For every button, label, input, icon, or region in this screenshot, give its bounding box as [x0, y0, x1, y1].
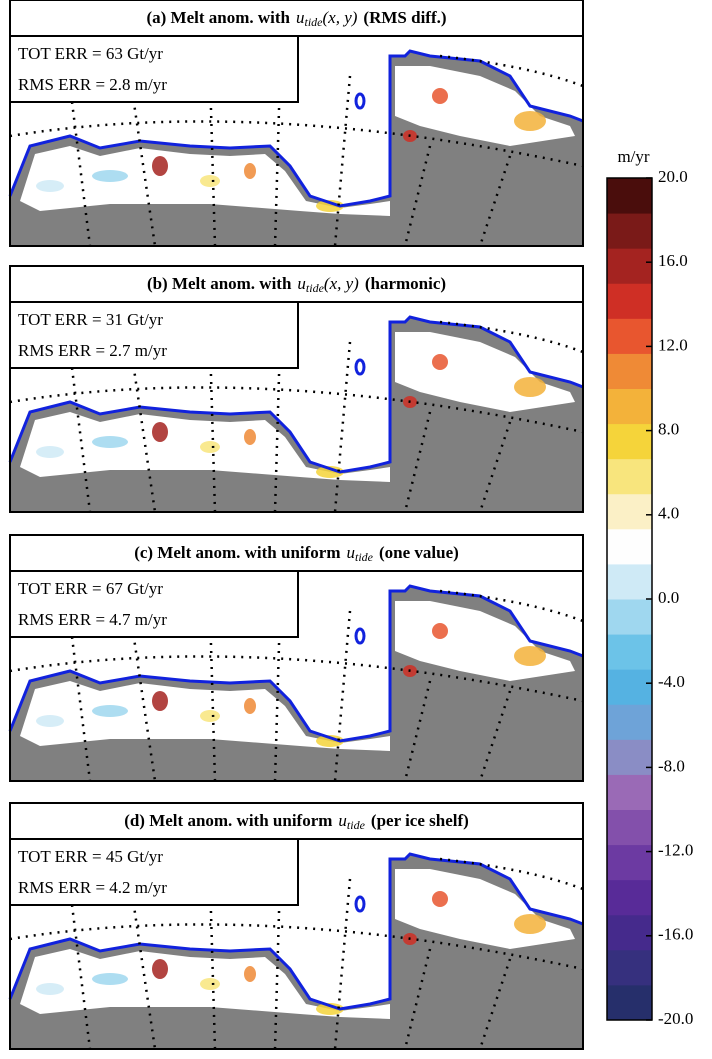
title-label: (d) Melt anom. with uniform — [124, 811, 332, 830]
colorbar-tick-label: -4.0 — [658, 672, 685, 691]
colorbar-band — [607, 248, 652, 284]
title-var: u — [338, 811, 347, 830]
colorbar-tick-label: 16.0 — [658, 251, 688, 270]
colorbar-band — [607, 704, 652, 740]
colorbar-band — [607, 353, 652, 389]
info-box — [9, 35, 299, 103]
rms-err: RMS ERR = 2.8 m/yr — [18, 75, 167, 94]
title-args: (x, y) — [324, 274, 359, 293]
title-var: u — [297, 274, 306, 293]
colorbar-band — [607, 388, 652, 425]
title-sub: tide — [347, 818, 366, 832]
title-suffix: (harmonic) — [365, 274, 446, 293]
colorbar-band — [607, 599, 652, 635]
tot-err: TOT ERR = 67 Gt/yr — [18, 579, 163, 598]
title-sub: tide — [306, 281, 325, 295]
tot-err: TOT ERR = 45 Gt/yr — [18, 847, 163, 866]
colorbar-band — [607, 178, 652, 214]
colorbar-band — [607, 879, 652, 916]
colorbar-tick-label: 4.0 — [658, 504, 679, 523]
colorbar-band — [607, 563, 652, 600]
title-suffix: (RMS diff.) — [363, 8, 446, 27]
rms-err: RMS ERR = 2.7 m/yr — [18, 341, 167, 360]
colorbar-tick-label: -8.0 — [658, 756, 685, 775]
tot-err: TOT ERR = 31 Gt/yr — [18, 310, 163, 329]
title-label: (c) Melt anom. with uniform — [134, 543, 340, 562]
colorbar-band — [607, 984, 652, 1021]
info-box — [9, 570, 299, 638]
title-args: (x, y) — [323, 8, 358, 27]
title-suffix: (per ice shelf) — [371, 811, 469, 830]
title-var: u — [296, 8, 305, 27]
colorbar-band — [607, 493, 652, 530]
title-sub: tide — [355, 550, 374, 564]
title-box — [9, 802, 584, 840]
title-sub: tide — [305, 15, 324, 29]
colorbar-band — [607, 423, 652, 460]
panel-title: (a) Melt anom. with utide(x, y) (RMS diff.… — [146, 8, 446, 29]
colorbar-band — [607, 809, 652, 846]
colorbar-tick-label: 8.0 — [658, 420, 679, 439]
rms-err: RMS ERR = 4.2 m/yr — [18, 878, 167, 897]
colorbar-band — [607, 914, 652, 951]
colorbar-tick-label: 12.0 — [658, 335, 688, 354]
colorbar-label: m/yr — [617, 147, 649, 166]
title-label: (b) Melt anom. with — [147, 274, 292, 293]
map-panel: (a) Melt anom. with utide(x, y) (RMS diff.… — [8, 0, 585, 248]
colorbar-band — [607, 318, 652, 354]
title-label: (a) Melt anom. with — [146, 8, 290, 27]
colorbar-band — [607, 774, 652, 810]
colorbar-tick-label: 20.0 — [658, 167, 688, 186]
colorbar-band — [607, 949, 652, 986]
panel-title: (d) Melt anom. with uniform utide (per ice… — [124, 811, 469, 832]
info-box — [9, 301, 299, 369]
tot-err: TOT ERR = 63 Gt/yr — [18, 44, 163, 63]
colorbar-band — [607, 739, 652, 775]
map-panel: (b) Melt anom. with utide(x, y) (harmonic)… — [8, 265, 585, 514]
panel-title: (b) Melt anom. with utide(x, y) (harmonic) — [147, 274, 446, 295]
map-panel: (d) Melt anom. with uniform utide (per ice… — [8, 802, 585, 1051]
colorbar-band — [607, 528, 652, 565]
colorbar-tick-label: 0.0 — [658, 588, 679, 607]
colorbar-tick-label: -20.0 — [658, 1009, 693, 1028]
title-box — [9, 534, 584, 572]
title-var: u — [347, 543, 356, 562]
colorbar-band — [607, 634, 652, 670]
panel-title: (c) Melt anom. with uniform utide (one val… — [134, 543, 459, 564]
info-box — [9, 838, 299, 906]
map-panel: (c) Melt anom. with uniform utide (one val… — [8, 534, 585, 783]
title-suffix: (one value) — [379, 543, 459, 562]
colorbar-tick-label: -16.0 — [658, 925, 693, 944]
colorbar-band — [607, 213, 652, 249]
colorbar-band — [607, 458, 652, 495]
rms-err: RMS ERR = 4.7 m/yr — [18, 610, 167, 629]
title-box — [9, 265, 584, 303]
colorbar-tick-label: -12.0 — [658, 841, 693, 860]
colorbar-band — [607, 669, 652, 705]
colorbar-band — [607, 283, 652, 319]
colorbar-band — [607, 844, 652, 881]
